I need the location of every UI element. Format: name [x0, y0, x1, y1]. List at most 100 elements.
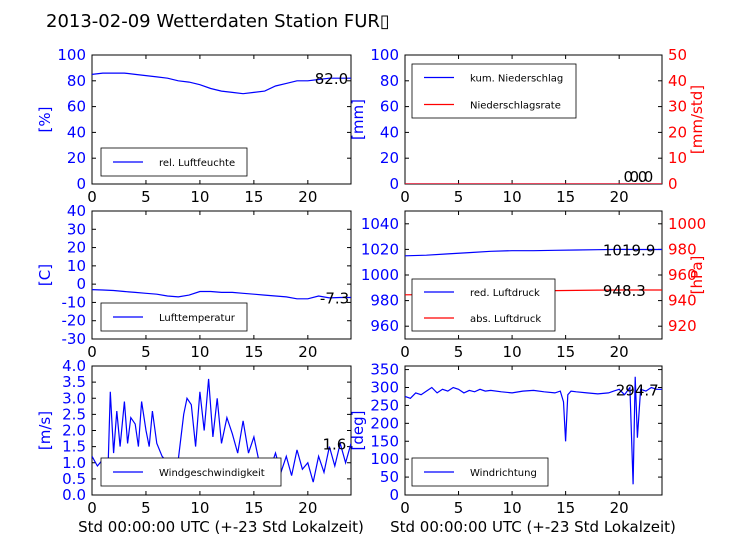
- y-tick-label: 1020: [361, 240, 399, 258]
- legend-box: [411, 278, 556, 332]
- x-tick-label: 0: [87, 343, 97, 361]
- y-tick-label: -30: [62, 330, 87, 348]
- y-tick-label: 350: [370, 361, 399, 379]
- y-axis-label: [deg]: [349, 411, 367, 451]
- plot-frame: [91, 210, 352, 340]
- y-tick-label: 3.0: [62, 389, 86, 407]
- y-tick-label: -20: [62, 312, 87, 330]
- x-tick-label: 0: [87, 188, 97, 206]
- x-tick-label: 5: [454, 343, 464, 361]
- y-tick-label: 150: [370, 432, 399, 450]
- y-axis-label: [m/s]: [36, 411, 54, 450]
- series-line: [405, 248, 662, 257]
- y-right-tick-label: 980: [668, 240, 697, 258]
- last-value-annotation: 294.7: [616, 381, 659, 399]
- x-tick-label: 5: [454, 499, 464, 517]
- x-tick-label: 20: [298, 499, 317, 517]
- y-right-tick-label: 920: [668, 317, 697, 335]
- panel-wind-direction: 0 5 10 15 20050100150200250300350[deg]294.7W…: [349, 361, 663, 517]
- y-tick-label: 3.5: [62, 373, 86, 391]
- x-tick-label: 10: [190, 188, 209, 206]
- y-tick-label: 250: [370, 396, 399, 414]
- last-value-annotation: 82.0: [315, 70, 348, 88]
- x-tick-label: 20: [298, 343, 317, 361]
- y-tick-label: 50: [380, 468, 399, 486]
- x-tick-label: 20: [610, 343, 629, 361]
- y-axis-label: [C]: [36, 264, 54, 286]
- y-tick-label: 80: [67, 72, 86, 90]
- y-tick-label: 30: [67, 220, 86, 238]
- panel-temperature: 0 5 10 15 20-30-20-10010203040[C]-7.3Lufttem…: [36, 202, 352, 361]
- x-tick-label: 15: [556, 499, 575, 517]
- y-tick-label: 10: [67, 257, 86, 275]
- y-tick-label: 1.5: [62, 438, 86, 456]
- last-value-annotation: 0.0: [623, 168, 647, 186]
- legend-label: red. Luftdruck: [470, 288, 540, 299]
- x-tick-label: 0: [400, 188, 410, 206]
- y-right-axis-label: [mm/std]: [688, 85, 706, 154]
- y-right-tick-label: 0: [668, 175, 678, 193]
- last-value-annotation: 1019.9: [603, 242, 656, 260]
- x-axis-label-left: Std 00:00:00 UTC (+-23 Std Lokalzeit): [78, 518, 364, 536]
- legend-label: Niederschlagsrate: [470, 101, 561, 112]
- y-right-tick-label: 960: [668, 266, 697, 284]
- x-tick-label: 20: [298, 188, 317, 206]
- y-right-tick-label: 1000: [668, 215, 706, 233]
- y-tick-label: 1040: [361, 215, 399, 233]
- y-right-tick-label: 20: [668, 123, 687, 141]
- x-tick-label: 0: [400, 499, 410, 517]
- last-value-annotation-right: 948.3: [603, 282, 646, 300]
- x-tick-label: 15: [556, 188, 575, 206]
- y-tick-label: 20: [67, 149, 86, 167]
- y-tick-label: 40: [380, 123, 399, 141]
- y-tick-label: 100: [370, 450, 399, 468]
- y-right-tick-label: 50: [668, 46, 687, 64]
- x-tick-label: 5: [141, 188, 151, 206]
- x-tick-label: 15: [556, 343, 575, 361]
- x-axis-label-right: Std 00:00:00 UTC (+-23 Std Lokalzeit): [390, 518, 676, 536]
- y-tick-label: -10: [62, 293, 87, 311]
- y-right-tick-label: 10: [668, 149, 687, 167]
- x-tick-label: 10: [503, 188, 522, 206]
- y-tick-label: 60: [380, 98, 399, 116]
- x-tick-label: 10: [503, 343, 522, 361]
- plot-frame: [91, 54, 352, 185]
- y-tick-label: 0.5: [62, 470, 86, 488]
- x-tick-label: 10: [190, 343, 209, 361]
- series-line: [92, 289, 351, 300]
- legend-label: Windrichtung: [470, 468, 537, 479]
- x-tick-label: 10: [190, 499, 209, 517]
- y-tick-label: 100: [57, 46, 86, 64]
- y-tick-label: 80: [380, 72, 399, 90]
- last-value-annotation: 1.6: [323, 435, 347, 453]
- y-tick-label: 0.0: [62, 486, 86, 504]
- last-value-annotation-right: 0.0: [629, 168, 653, 186]
- series-line: [92, 378, 351, 483]
- y-tick-label: 1000: [361, 266, 399, 284]
- x-tick-label: 15: [244, 188, 263, 206]
- series-line: [405, 376, 662, 485]
- x-tick-label: 5: [141, 343, 151, 361]
- y-tick-label: 0: [389, 486, 399, 504]
- y-tick-label: 0: [389, 175, 399, 193]
- y-tick-label: 2.0: [62, 422, 86, 440]
- x-tick-label: 0: [400, 343, 410, 361]
- series-line: [92, 72, 351, 95]
- y-tick-label: 60: [67, 98, 86, 116]
- y-axis-label: [mm]: [349, 99, 367, 140]
- x-tick-label: 15: [244, 499, 263, 517]
- legend-label: Lufttemperatur: [159, 313, 236, 324]
- y-right-tick-label: 30: [668, 98, 687, 116]
- panel-precipitation: 0 5 10 15 20 0 20 40 60 80 100 0 10 20 30 40 50 [mm] [mm/s…: [349, 46, 706, 206]
- x-tick-label: 0: [87, 499, 97, 517]
- plot-frame: [404, 365, 663, 496]
- y-tick-label: 980: [370, 292, 399, 310]
- y-tick-label: 20: [380, 149, 399, 167]
- figure-title: 2013-02-09 Wetterdaten Station FUR▯: [46, 11, 390, 32]
- x-tick-label: 20: [610, 499, 629, 517]
- legend-label: Windgeschwindigkeit: [159, 468, 265, 479]
- legend-label: abs. Luftdruck: [470, 314, 541, 325]
- y-tick-label: 100: [370, 46, 399, 64]
- legend-label: kum. Niederschlag: [470, 74, 563, 85]
- y-tick-label: 40: [67, 123, 86, 141]
